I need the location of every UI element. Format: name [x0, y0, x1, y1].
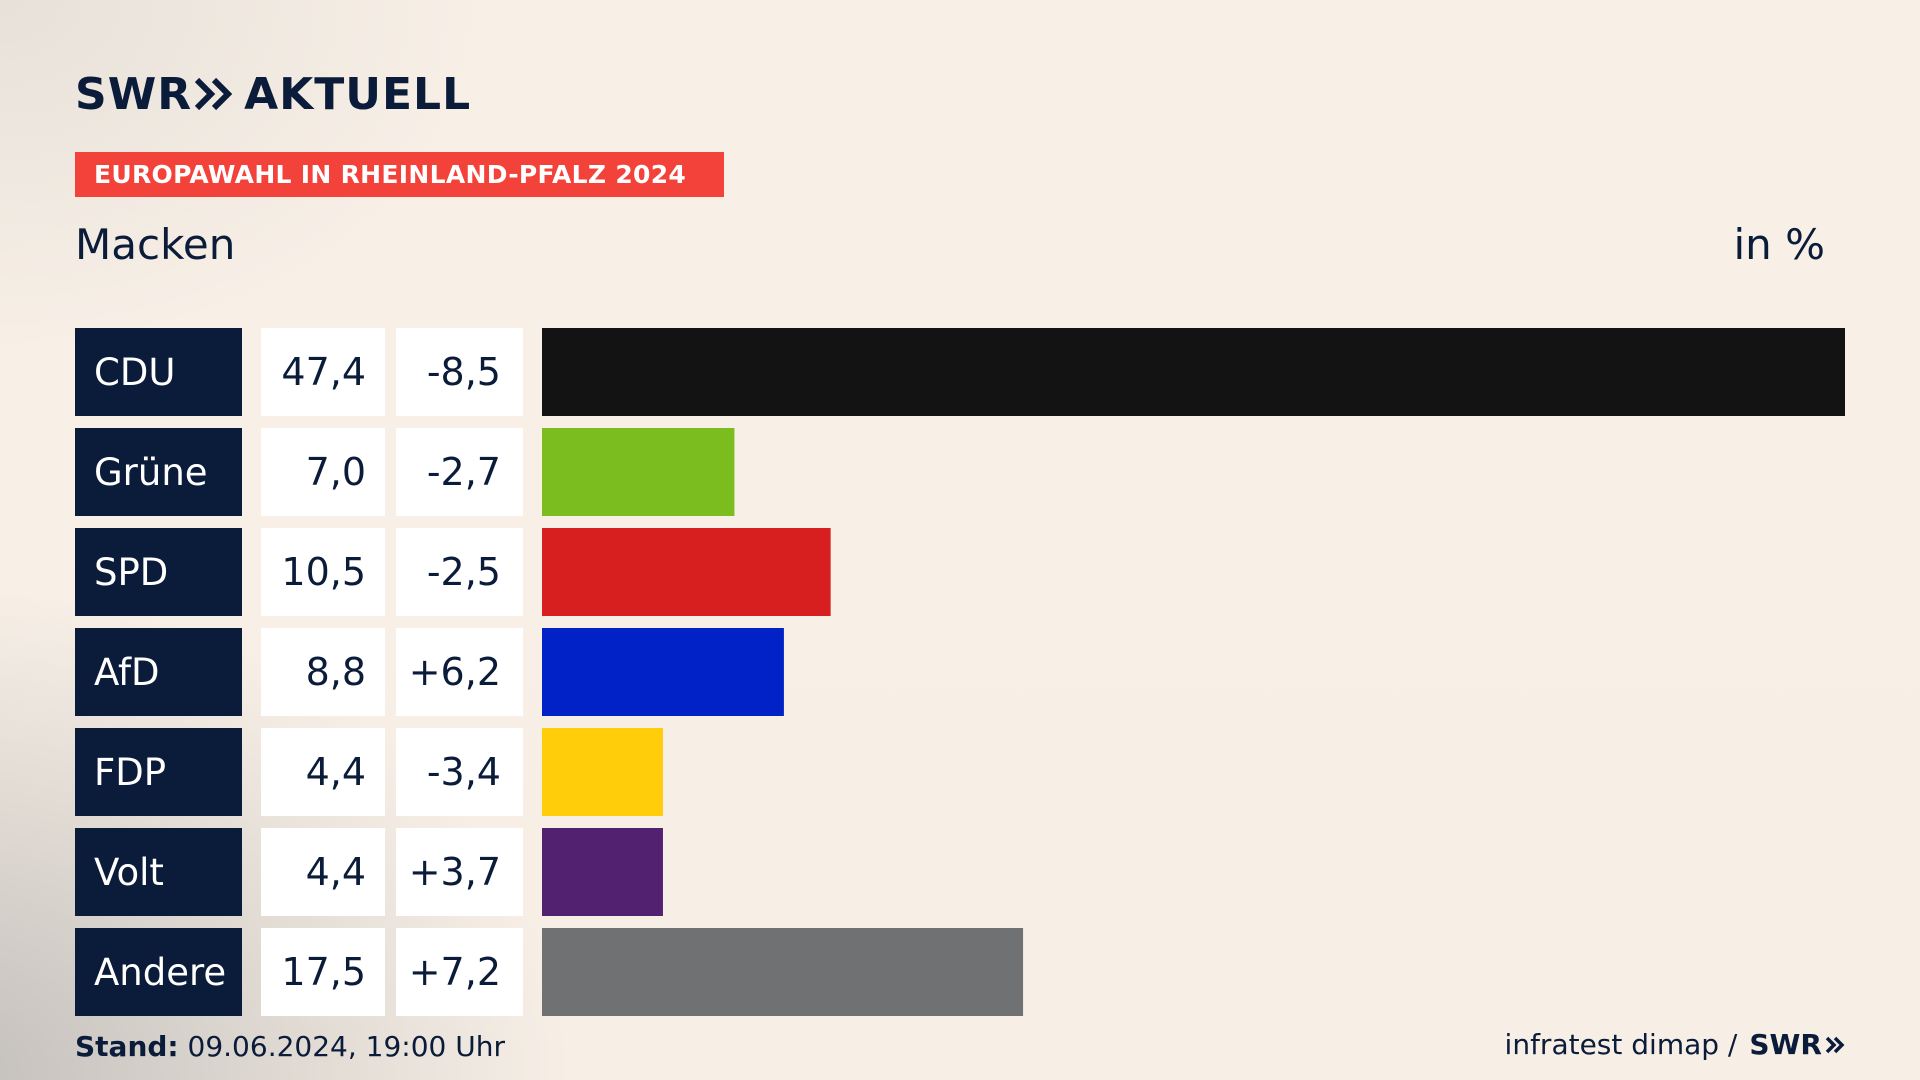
party-label: Volt [94, 851, 164, 894]
value-box [261, 728, 385, 816]
value-label: 10,5 [281, 550, 366, 594]
logo-brand: SWR [75, 68, 193, 120]
change-box [396, 428, 523, 516]
value-label: 4,4 [306, 850, 366, 894]
unit-label: in % [1733, 220, 1825, 269]
change-label: +3,7 [409, 850, 501, 894]
change-box [396, 628, 523, 716]
value-box [261, 528, 385, 616]
source-text: infratest dimap / [1504, 1028, 1738, 1061]
bar-spd [542, 528, 831, 616]
change-label: +6,2 [409, 650, 501, 694]
value-label: 8,8 [306, 650, 366, 694]
party-label: SPD [94, 551, 168, 594]
value-label: 47,4 [281, 350, 366, 394]
party-label-box [75, 628, 242, 716]
party-label-box [75, 728, 242, 816]
change-label: -2,5 [427, 550, 501, 594]
logo-product: AKTUELL [244, 68, 472, 120]
source-brand: SWR [1749, 1028, 1822, 1061]
change-box [396, 328, 523, 416]
value-box [261, 328, 385, 416]
change-label: +7,2 [409, 950, 501, 994]
bar-afd [542, 628, 784, 716]
bar-grüne [542, 428, 735, 516]
value-box [261, 428, 385, 516]
party-label: AfD [94, 651, 160, 694]
party-label-box [75, 428, 242, 516]
value-box [261, 828, 385, 916]
change-box [396, 728, 523, 816]
stand-value: 09.06.2024, 19:00 Uhr [187, 1030, 505, 1063]
value-box [261, 928, 385, 1016]
party-label: Grüne [94, 451, 208, 494]
bar-andere [542, 928, 1024, 1016]
value-label: 4,4 [306, 750, 366, 794]
stand-label: Stand: [75, 1030, 179, 1063]
party-label-box [75, 828, 242, 916]
chart-subtitle: Macken [75, 220, 236, 269]
value-label: 17,5 [281, 950, 366, 994]
party-label-box [75, 328, 242, 416]
party-label-box [75, 928, 242, 1016]
swr-aktuell-logo: SWR AKTUELL [75, 64, 471, 124]
bar-cdu [542, 328, 1845, 416]
change-box [396, 828, 523, 916]
change-label: -8,5 [427, 350, 501, 394]
logo-chevron-icon [194, 77, 234, 111]
election-badge: EUROPAWAHL IN RHEINLAND-PFALZ 2024 [75, 152, 724, 197]
bar-fdp [542, 728, 663, 816]
change-box [396, 528, 523, 616]
party-label-box [75, 528, 242, 616]
change-label: -2,7 [427, 450, 501, 494]
footer-stand: Stand: 09.06.2024, 19:00 Uhr [75, 1030, 505, 1063]
source-chevron-icon [1825, 1036, 1845, 1053]
party-label: Andere [94, 951, 226, 994]
party-label: FDP [94, 751, 166, 794]
source-brand-logo: SWR [1749, 1028, 1845, 1061]
value-label: 7,0 [306, 450, 366, 494]
value-box [261, 628, 385, 716]
party-label: CDU [94, 351, 175, 394]
bar-volt [542, 828, 663, 916]
change-box [396, 928, 523, 1016]
change-label: -3,4 [427, 750, 501, 794]
footer-source: infratest dimap / SWR [1505, 1028, 1845, 1061]
